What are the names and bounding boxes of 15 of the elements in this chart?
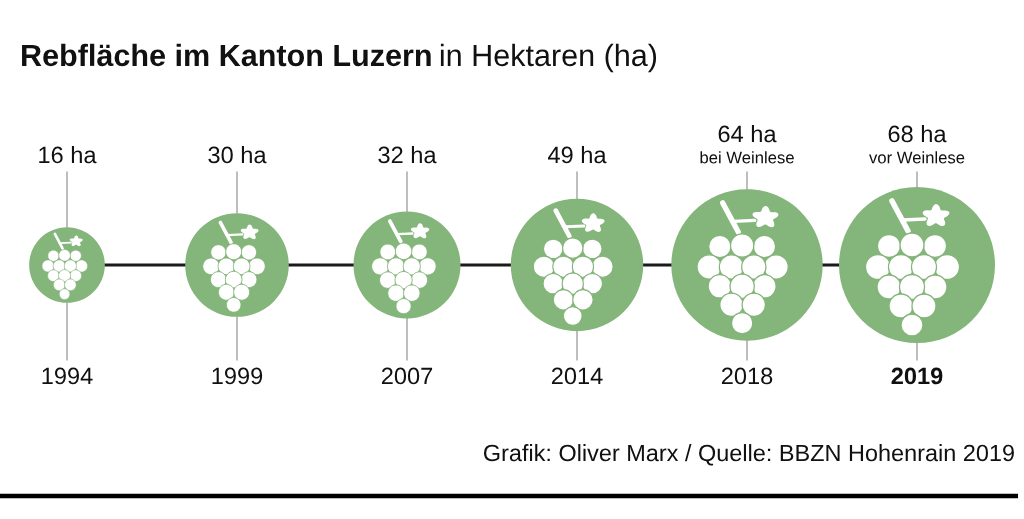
category-label: 1994: [42, 367, 93, 385]
category-label: 2007: [381, 367, 433, 385]
data-label: 32 ha: [378, 146, 437, 164]
data-label: 49 ha: [548, 146, 607, 164]
data-label: 68 ha vor Weinlese: [869, 125, 965, 164]
category-label: 2014: [551, 367, 603, 385]
text: Rebfläche im Kanton Luzern: [22, 43, 431, 67]
category-label: 2018: [721, 367, 773, 385]
category-label: 2019: [891, 367, 943, 385]
category-label: 1999: [212, 367, 263, 385]
text: Grafik: Oliver Marx / Quelle: BBZN Hohenrain 2019: [483, 444, 1014, 466]
data-label: 30 ha: [208, 146, 267, 164]
data-label: 64 ha bei Weinlese: [700, 125, 794, 164]
text: in Hektaren (ha): [440, 43, 657, 73]
data-label: 16 ha: [39, 146, 97, 164]
